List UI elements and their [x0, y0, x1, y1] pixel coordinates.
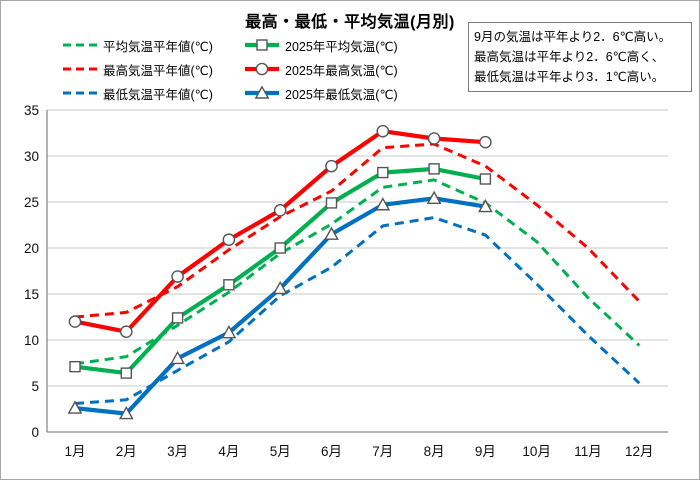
- square-marker: [120, 367, 133, 379]
- x-axis-month-label: 4月: [218, 444, 239, 459]
- x-axis-month-label: 10月: [522, 444, 551, 459]
- square-marker: [479, 173, 492, 185]
- square-marker: [69, 360, 81, 373]
- series-green-dashed: [74, 178, 641, 366]
- legend: 平均気温平年値(℃) 2025年平均気温(℃) 最高気温平年値(℃) 2025年…: [62, 33, 398, 105]
- series-markers-green: [69, 163, 492, 379]
- series-red-dashed: [74, 142, 641, 319]
- legend-item-min-2025: 2025年最低気温(℃): [244, 81, 398, 105]
- circle-marker: [120, 325, 133, 339]
- annotation-line-2: 最高気温は平年より2．6℃高く、: [474, 50, 665, 64]
- series-markers-blue: [67, 190, 493, 420]
- triangle-marker: [170, 350, 185, 365]
- legend-item-max-2025: 2025年最高気温(℃): [244, 57, 398, 81]
- triangle-marker: [426, 190, 442, 205]
- legend-label: 平均気温平年値(℃): [103, 39, 213, 54]
- legend-label: 2025年平均気温(℃): [285, 39, 398, 54]
- x-axis-month-label: 11月: [574, 444, 602, 459]
- dashed-line-swatch-green: [62, 38, 98, 52]
- circle-marker: [427, 132, 441, 145]
- series-red-solid: [74, 129, 486, 334]
- series-line: [74, 178, 641, 366]
- x-axis-month-label: 9月: [475, 444, 496, 459]
- y-axis-tick-label: 30: [24, 149, 39, 164]
- y-axis-tick-label: 20: [24, 241, 39, 256]
- x-axis-month-label: 5月: [270, 444, 291, 459]
- circle-marker: [222, 233, 236, 247]
- triangle-marker: [221, 324, 237, 339]
- triangle-marker: [272, 280, 288, 295]
- square-marker: [171, 312, 184, 324]
- series-markers-red: [68, 124, 492, 339]
- chart-title: 最高・最低・平均気温(月別): [245, 14, 455, 31]
- y-axis-tick-label: 35: [24, 103, 39, 118]
- square-marker: [256, 39, 268, 51]
- annotation-line-1: 9月の気温は平年より2．6℃高い。: [474, 30, 672, 44]
- x-axis-month-label: 7月: [372, 444, 393, 459]
- circle-marker: [171, 270, 184, 283]
- legend-label: 2025年最低気温(℃): [285, 87, 398, 102]
- y-axis-tick-label: 0: [31, 425, 39, 440]
- annotation-box: 9月の気温は平年より2．6℃高い。 最高気温は平年より2．6℃高く、 最低気温は…: [468, 22, 692, 92]
- legend-item-avg-normal: 平均気温平年値(℃): [62, 33, 244, 57]
- circle-marker: [273, 203, 287, 217]
- circle-marker: [255, 62, 269, 76]
- dashed-line-swatch-blue: [62, 86, 98, 100]
- legend-label: 最高気温平年値(℃): [103, 63, 213, 78]
- square-marker: [274, 242, 286, 254]
- circle-marker: [325, 159, 338, 173]
- x-axis-month-label: 12月: [625, 444, 654, 459]
- circle-marker-swatch-red: [244, 62, 280, 76]
- y-axis-tick-label: 15: [24, 287, 39, 302]
- circle-marker: [376, 124, 390, 138]
- circle-marker: [479, 135, 492, 149]
- square-marker: [428, 163, 440, 175]
- annotation-line-3: 最低気温は平年より3．1℃高い。: [474, 70, 665, 84]
- legend-item-max-normal: 最高気温平年値(℃): [62, 57, 244, 81]
- x-axis-month-label: 6月: [321, 444, 342, 459]
- x-axis-month-label: 8月: [424, 444, 445, 459]
- legend-item-min-normal: 最低気温平年値(℃): [62, 81, 244, 105]
- circle-marker: [68, 315, 82, 328]
- y-axis-tick-label: 10: [24, 333, 39, 348]
- triangle-marker: [375, 197, 391, 211]
- x-axis-month-label: 3月: [167, 444, 188, 459]
- series-line: [74, 142, 641, 319]
- square-marker: [223, 279, 235, 291]
- triangle-marker: [478, 198, 493, 213]
- square-marker-swatch-green: [244, 38, 280, 52]
- triangle-marker: [118, 405, 134, 420]
- triangle-marker: [324, 226, 339, 240]
- gridlines: [46, 109, 668, 433]
- legend-item-avg-2025: 2025年平均気温(℃): [244, 33, 398, 57]
- y-axis-tick-label: 5: [31, 379, 39, 394]
- y-axis-tick-label: 25: [24, 195, 39, 210]
- square-marker: [377, 166, 389, 179]
- triangle-marker: [254, 85, 270, 99]
- x-axis-month-label: 2月: [116, 444, 137, 459]
- triangle-marker-swatch-blue: [244, 85, 280, 100]
- dashed-line-swatch-red: [62, 62, 98, 76]
- x-axis-month-label: 1月: [64, 444, 85, 459]
- series-line: [74, 129, 486, 334]
- legend-label: 最低気温平年値(℃): [103, 87, 213, 102]
- legend-label: 2025年最高気温(℃): [285, 63, 398, 78]
- square-marker: [325, 197, 338, 209]
- triangle-marker: [67, 400, 83, 414]
